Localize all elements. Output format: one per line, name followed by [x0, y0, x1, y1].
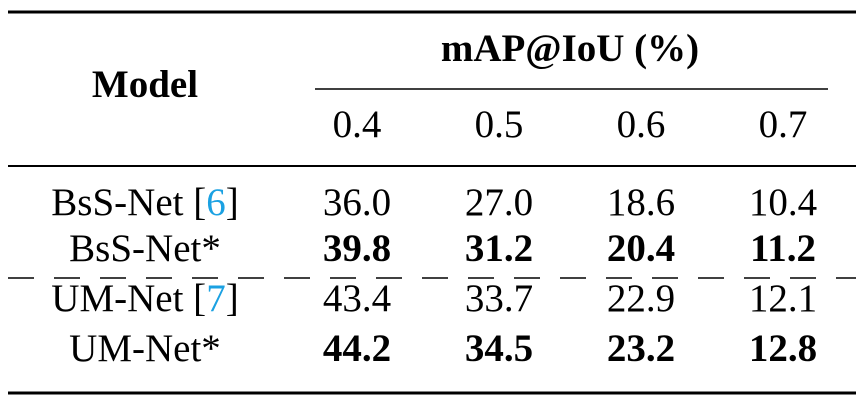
cell: 18.6: [607, 181, 675, 224]
label-part: ]: [226, 277, 239, 320]
cell: 27.0: [465, 181, 533, 224]
cell: 31.2: [465, 227, 533, 270]
row-label: BsS-Net*: [69, 227, 221, 270]
cell: 20.4: [607, 227, 675, 270]
threshold-header: 0.4: [333, 103, 382, 146]
label-part: 7: [206, 277, 226, 320]
cell: 22.9: [607, 277, 675, 320]
group-header: mAP@IoU (%): [441, 27, 699, 70]
cell: 43.4: [323, 277, 391, 320]
cell: 36.0: [323, 181, 391, 224]
label-part: BsS-Net [: [51, 181, 206, 224]
label-part: UM-Net [: [51, 277, 206, 320]
threshold-header: 0.7: [759, 103, 808, 146]
cell: 11.2: [750, 227, 816, 270]
threshold-header: 0.5: [475, 103, 524, 146]
row-label: UM-Net*: [69, 327, 221, 370]
cell: 34.5: [465, 327, 533, 370]
row-label: UM-Net [7]: [51, 277, 238, 320]
cell: 12.1: [749, 277, 817, 320]
row-label: BsS-Net [6]: [51, 181, 238, 224]
cell: 12.8: [749, 327, 817, 370]
cell: 10.4: [749, 181, 817, 224]
label-part: ]: [226, 181, 239, 224]
cell: 44.2: [323, 327, 391, 370]
label-part: 6: [206, 181, 226, 224]
model-header: Model: [92, 63, 198, 106]
cell: 23.2: [607, 327, 675, 370]
threshold-header: 0.6: [617, 103, 666, 146]
label-part: UM-Net*: [69, 327, 221, 370]
cell: 39.8: [323, 227, 391, 270]
cell: 33.7: [465, 277, 533, 320]
label-part: BsS-Net*: [69, 227, 221, 270]
